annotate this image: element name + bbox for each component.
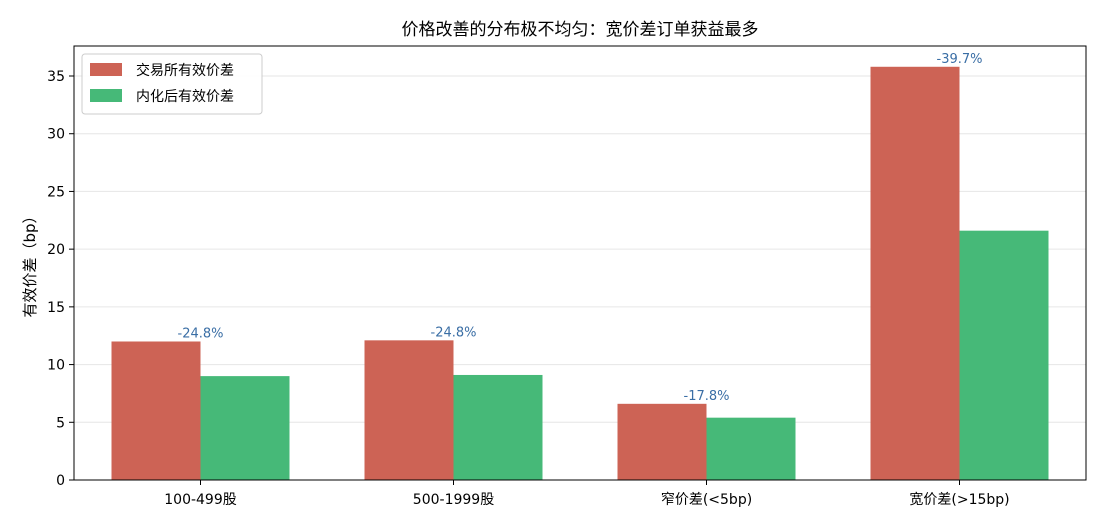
bar-internalized: [200, 376, 290, 480]
y-tick-label: 15: [47, 300, 65, 316]
bar-internalized: [959, 230, 1049, 480]
legend-swatch: [90, 63, 122, 76]
bar-exchange: [617, 403, 707, 480]
bar-internalized: [453, 374, 543, 480]
y-tick-label: 0: [56, 473, 65, 489]
improvement-label: -17.8%: [684, 389, 730, 404]
bar-exchange: [364, 340, 454, 480]
chart-title: 价格改善的分布极不均匀：宽价差订单获益最多: [402, 20, 759, 40]
bars: [111, 66, 1049, 480]
x-axis: 100-499股 500-1999股 窄价差(<5bp) 宽价差(>15bp): [164, 480, 1010, 508]
y-tick-label: 20: [47, 242, 65, 258]
improvement-label: -24.8%: [178, 326, 224, 341]
plot-frame: [73, 45, 1087, 481]
y-tick-label: 30: [47, 127, 65, 143]
y-tick-label: 5: [56, 415, 65, 431]
bar-exchange: [870, 66, 960, 480]
x-tick-label: 100-499股: [164, 492, 237, 508]
bar-internalized: [706, 417, 796, 480]
y-tick-label: 35: [47, 69, 65, 85]
legend-label: 内化后有效价差: [136, 89, 234, 105]
legend-swatch: [90, 89, 122, 102]
y-tick-label: 25: [47, 184, 65, 200]
y-axis-label: 有效价差（bp）: [21, 208, 39, 317]
annotations: -24.8% -24.8% -17.8% -39.7%: [178, 52, 983, 404]
x-tick-label: 宽价差(>15bp): [909, 491, 1009, 508]
legend-box: [81, 53, 263, 115]
x-tick-label: 500-1999股: [413, 492, 494, 508]
improvement-label: -24.8%: [431, 325, 477, 340]
bar-exchange: [111, 341, 201, 480]
improvement-label: -39.7%: [937, 52, 983, 67]
legend-label: 交易所有效价差: [136, 62, 234, 79]
x-tick-label: 窄价差(<5bp): [661, 491, 752, 508]
y-tick-label: 10: [47, 358, 65, 374]
y-axis: 0 5 10 15 20 25 30 35: [47, 69, 74, 489]
